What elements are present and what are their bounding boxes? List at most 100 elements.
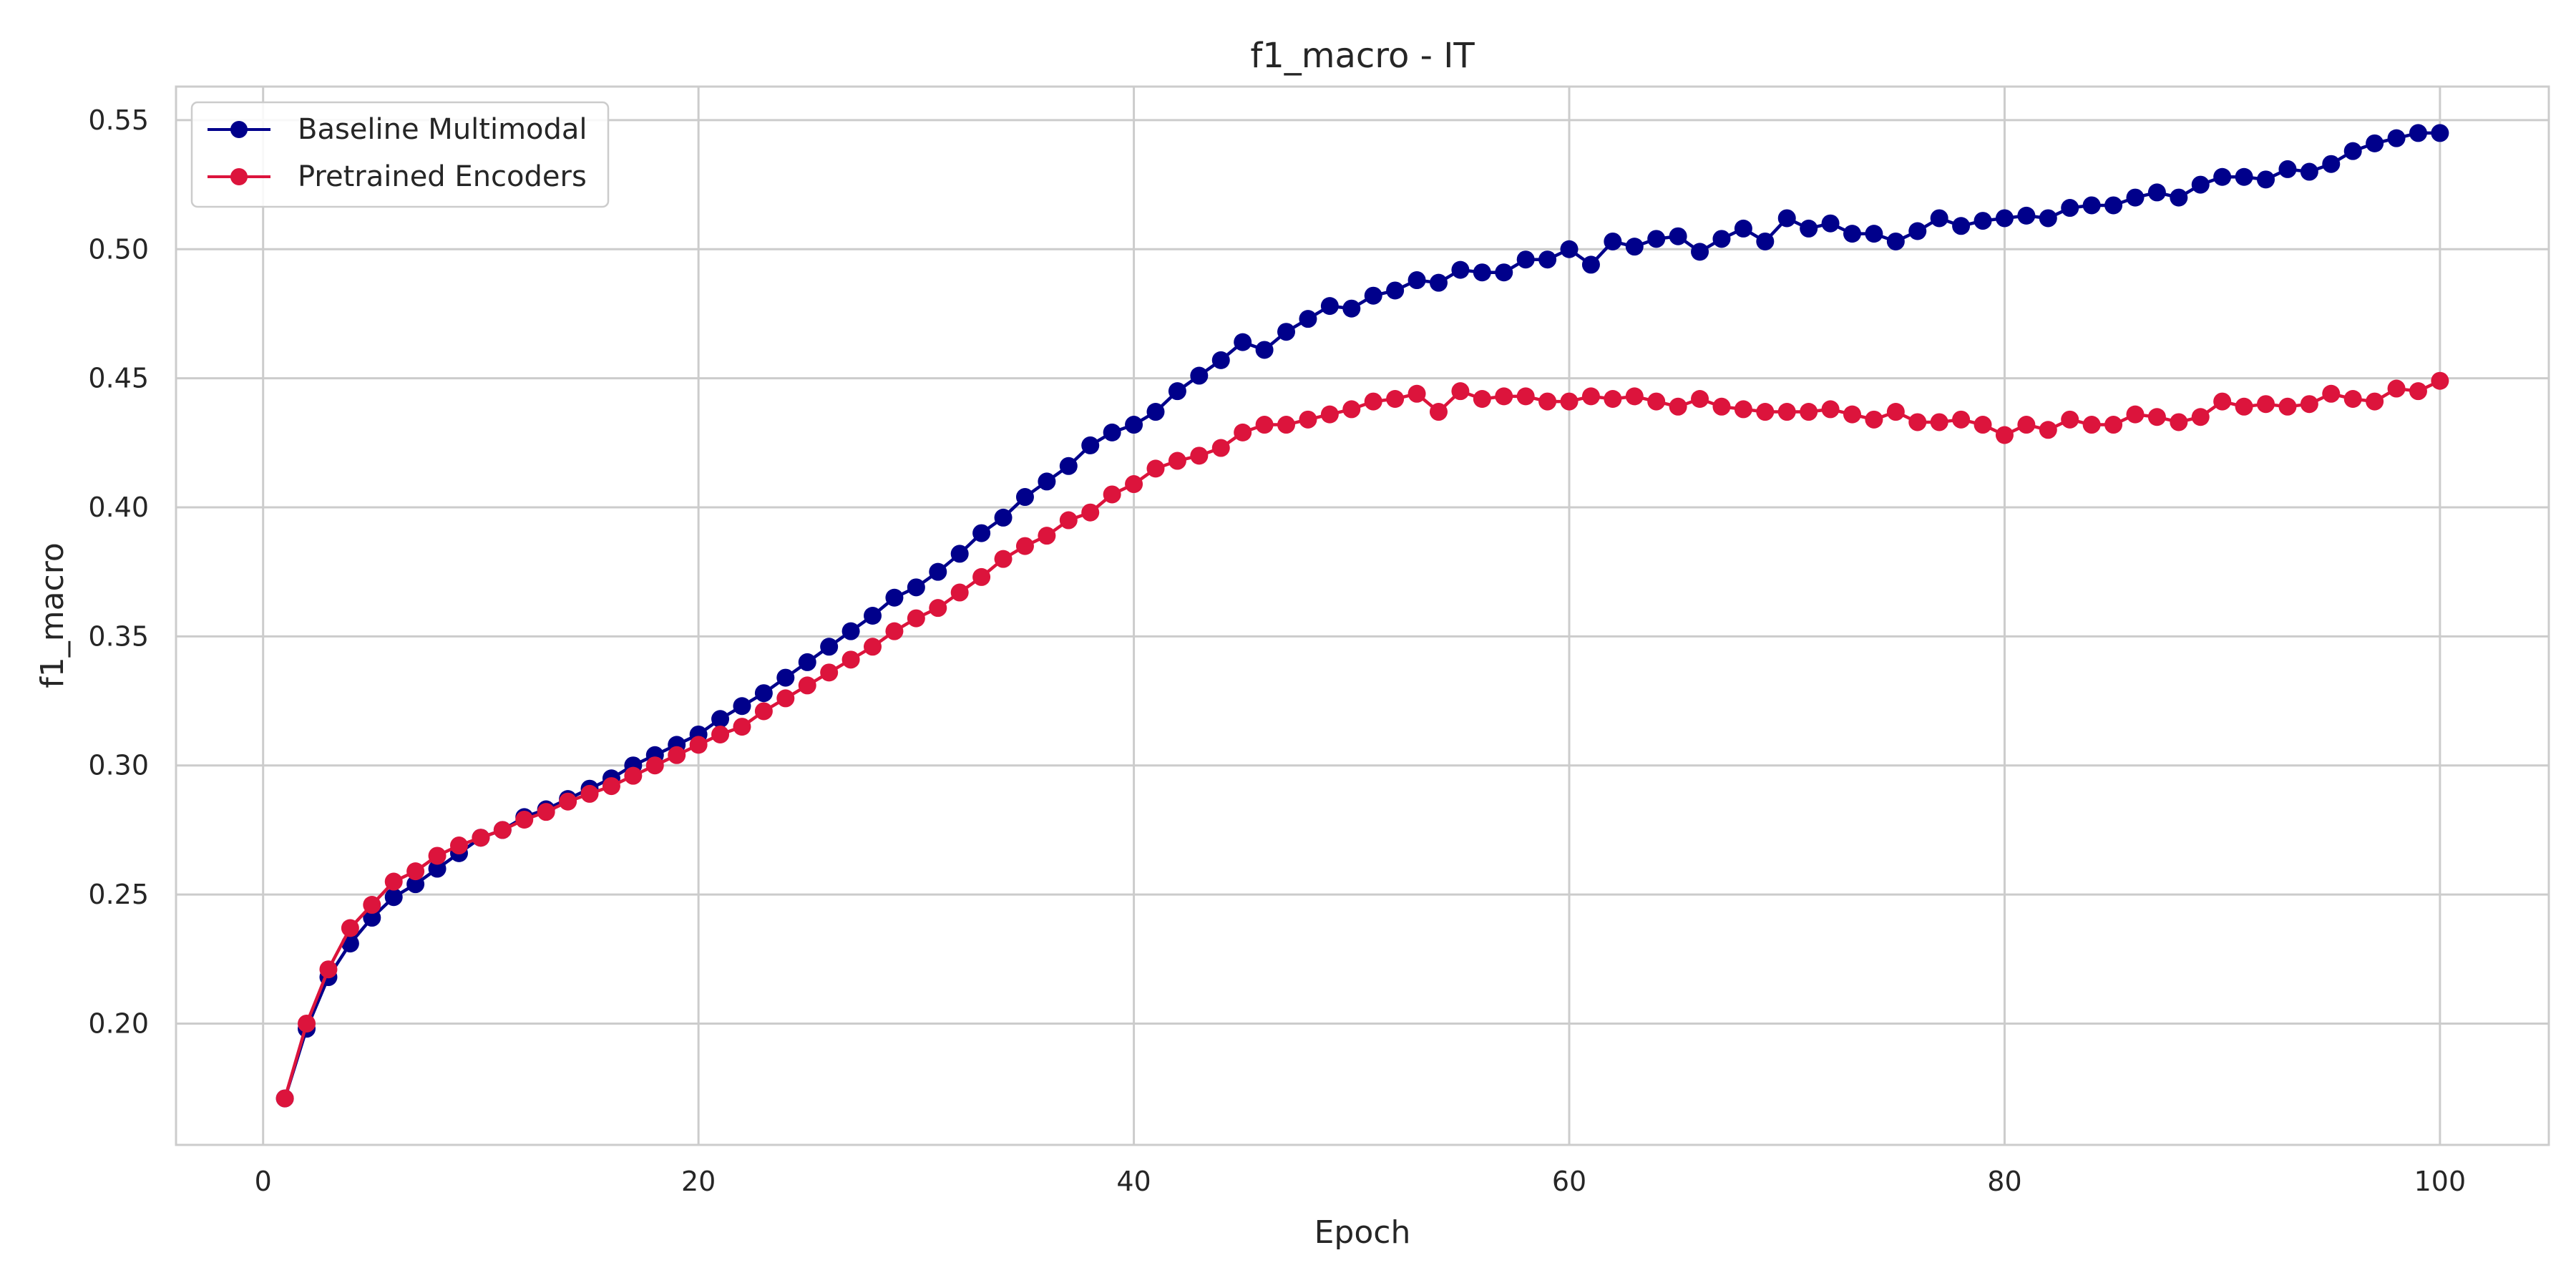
data-point [2213,392,2232,411]
series-line [283,131,2442,1101]
series-pretrained-encoders [275,371,2449,1108]
data-point [1560,240,1579,258]
data-point [580,784,599,803]
data-point [1756,403,1775,421]
data-point [2147,408,2166,426]
data-point [1908,222,1927,240]
data-point [798,653,816,671]
data-point [1081,436,1100,454]
data-point [2409,124,2427,142]
data-point [472,829,490,847]
data-point [384,888,403,907]
data-point [929,562,947,581]
data-point [1146,403,1165,421]
data-point [1734,219,1752,238]
x-tick-label: 0 [255,1166,272,1197]
data-point [2387,129,2406,147]
data-point [1386,389,1405,408]
data-point [1865,225,1883,243]
data-point [2191,175,2210,194]
legend-marker-baseline [230,121,248,138]
data-point [776,668,795,687]
data-point [1800,219,1818,238]
data-point [2278,397,2297,416]
data-point [2039,209,2057,228]
series-layer [275,124,2449,1108]
data-point [493,821,512,839]
data-point [1168,452,1186,470]
data-point [2039,421,2057,439]
data-point [341,919,359,937]
data-point [711,710,730,728]
chart-title: f1_macro - IT [1250,36,1475,76]
data-point [1473,263,1491,282]
data-point [2300,162,2318,181]
data-point [2366,134,2384,152]
data-point [645,756,664,775]
data-point [2235,167,2253,186]
legend: Baseline Multimodal Pretrained Encoders [190,101,610,208]
grid [176,87,2549,1145]
data-point [2366,392,2384,411]
data-point [1342,299,1361,318]
plot-area-background [176,87,2549,1145]
data-point [1190,366,1209,385]
data-point [1712,397,1731,416]
data-point [1604,389,1622,408]
data-point [1821,400,1840,419]
data-point [1429,273,1448,292]
x-axis-label: Epoch [1314,1214,1411,1251]
data-point [1647,392,1666,411]
data-point [1691,243,1709,261]
data-point [907,609,925,628]
data-point [841,622,860,640]
data-point [2431,124,2449,142]
data-point [1974,416,1992,434]
data-point [2431,371,2449,390]
data-point [1625,238,1644,256]
data-point [864,638,882,656]
data-point [2147,183,2166,202]
data-point [1299,410,1317,429]
tick-labels: 0 20 40 60 80 100 0.20 0.25 0.30 0.35 0.40 0.45 0.50… [88,104,2466,1197]
data-point [1516,250,1535,269]
data-point [1604,232,1622,250]
data-point [537,803,555,821]
data-point [1930,209,1948,228]
data-point [1255,341,1274,359]
data-point [275,1089,294,1108]
data-point [1451,260,1470,279]
data-point [2104,416,2123,434]
data-point [1821,214,1840,233]
data-point [1277,323,1296,341]
data-point [2061,410,2079,429]
data-point [1059,457,1078,475]
data-point [2170,413,2188,431]
data-point [406,862,425,881]
data-point [2017,416,2036,434]
data-point [1081,503,1100,522]
data-point [754,702,773,721]
data-point [972,524,991,542]
data-point [1429,403,1448,421]
x-tick-label: 60 [1552,1166,1586,1197]
y-tick-label: 0.30 [88,750,149,781]
y-tick-label: 0.45 [88,363,149,394]
data-point [1952,217,1971,235]
data-point [689,736,708,754]
data-point [972,567,991,586]
data-point [1581,255,1600,274]
data-point [428,859,447,878]
data-point [1299,310,1317,328]
data-point [907,578,925,597]
data-point [1560,392,1579,411]
data-point [1538,250,1557,269]
data-point [776,689,795,708]
series-line [283,379,2442,1101]
data-point [1886,403,1905,421]
data-point [1777,209,1796,228]
data-point [1669,227,1687,245]
data-point [994,508,1013,527]
data-point [1669,397,1687,416]
data-point [820,638,839,656]
